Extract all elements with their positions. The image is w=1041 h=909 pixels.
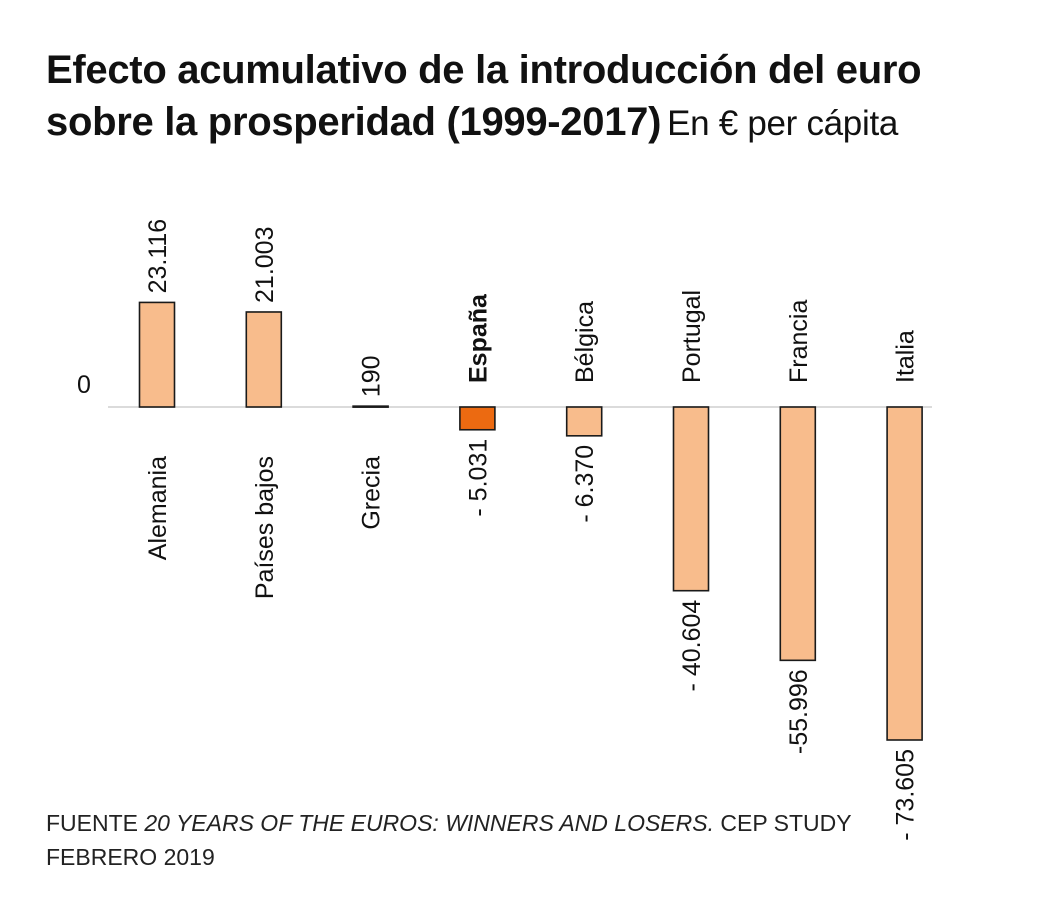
bar-1: [138, 301, 176, 408]
bar-4: [459, 406, 496, 431]
category-label-portugal: Portugal: [678, 290, 706, 383]
zero-label: 0: [77, 371, 91, 399]
category-label-españa: España: [464, 293, 492, 383]
category-label-italia: Italia: [892, 330, 920, 383]
value-label-portugal: - 40.604: [678, 600, 706, 692]
bar-7: [779, 406, 817, 662]
value-label-grecia: 190: [358, 355, 386, 397]
category-label-alemania: Alemania: [144, 456, 172, 560]
value-label-españa: - 5.031: [464, 439, 492, 517]
category-label-francia: Francia: [785, 300, 813, 383]
source-work: 20 YEARS OF THE EUROS: WINNERS AND LOSER…: [144, 810, 714, 836]
bar-5: [565, 406, 603, 437]
bar-3: [352, 405, 389, 408]
chart-title: Efecto acumulativo de la introducción de…: [46, 44, 1006, 150]
value-label-italia: - 73.605: [892, 749, 920, 841]
source-suffix: CEP STUDY FEBRERO 2019: [46, 810, 852, 870]
source-note: FUENTE 20 YEARS OF THE EUROS: WINNERS AN…: [46, 806, 866, 874]
bar-8: [886, 406, 923, 741]
value-label-países-bajos: 21.003: [251, 227, 279, 303]
chart-title-unit: En € per cápita: [667, 104, 899, 143]
value-label-francia: -55.996: [785, 669, 813, 754]
chart-title-main: Efecto acumulativo de la introducción de…: [46, 48, 922, 144]
value-label-alemania: 23.116: [144, 219, 172, 294]
bar-2: [245, 311, 283, 408]
category-label-países-bajos: Países bajos: [251, 456, 279, 599]
value-label-bélgica: - 6.370: [571, 445, 599, 523]
category-label-grecia: Grecia: [358, 456, 386, 530]
bar-6: [672, 406, 710, 592]
source-prefix: FUENTE: [46, 810, 145, 836]
category-label-bélgica: Bélgica: [571, 301, 599, 383]
